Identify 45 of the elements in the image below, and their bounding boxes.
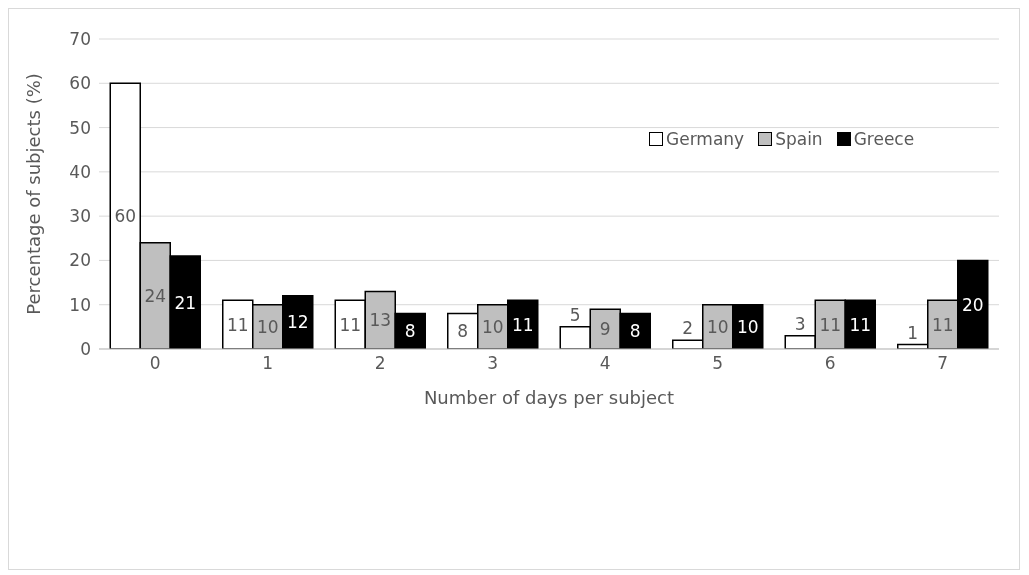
legend-label: Greece: [852, 129, 915, 149]
data-label: 10: [256, 316, 279, 337]
data-label: 13: [369, 310, 392, 331]
data-label: 11: [339, 314, 362, 335]
x-tick-label: 7: [937, 353, 949, 374]
data-label: 11: [931, 314, 954, 335]
x-tick-label: 6: [824, 353, 836, 374]
data-label: 10: [706, 316, 729, 337]
y-axis-title: Percentage of subjects (%): [23, 73, 45, 315]
data-label: 11: [819, 314, 842, 335]
data-label: 10: [481, 316, 504, 337]
x-tick-label: 2: [374, 353, 386, 374]
data-label: 12: [286, 312, 309, 333]
y-tick-label: 0: [80, 339, 91, 360]
legend-label: Germany: [665, 129, 745, 149]
data-label: 11: [226, 314, 249, 335]
legend-label: Spain: [774, 129, 823, 149]
y-tick-label: 20: [69, 250, 91, 271]
data-label: 10: [736, 316, 759, 337]
data-label: 3: [794, 313, 806, 334]
data-label: 9: [599, 319, 611, 340]
data-label: 24: [144, 285, 167, 306]
data-label: 20: [961, 294, 984, 315]
x-tick-label: 4: [599, 353, 611, 374]
data-label: 8: [457, 321, 469, 342]
data-label: 2: [682, 318, 694, 339]
data-label: 60: [114, 206, 137, 227]
x-tick-label: 5: [712, 353, 724, 374]
x-tick-label: 0: [149, 353, 161, 374]
x-axis-title: Number of days per subject: [423, 387, 675, 408]
y-tick-label: 40: [69, 161, 91, 182]
data-label: 11: [849, 314, 872, 335]
data-label: 8: [404, 321, 416, 342]
y-tick-label: 70: [69, 29, 91, 50]
data-label: 8: [629, 321, 641, 342]
data-label: 21: [174, 292, 197, 313]
y-tick-label: 10: [69, 294, 91, 315]
x-tick-label: 1: [262, 353, 274, 374]
data-label: 1: [907, 322, 919, 343]
y-tick-label: 50: [69, 117, 91, 138]
y-tick-label: 30: [69, 206, 91, 227]
x-tick-label: 3: [487, 353, 499, 374]
data-label: 5: [569, 304, 581, 325]
y-tick-label: 60: [69, 73, 91, 94]
data-label: 11: [511, 314, 534, 335]
